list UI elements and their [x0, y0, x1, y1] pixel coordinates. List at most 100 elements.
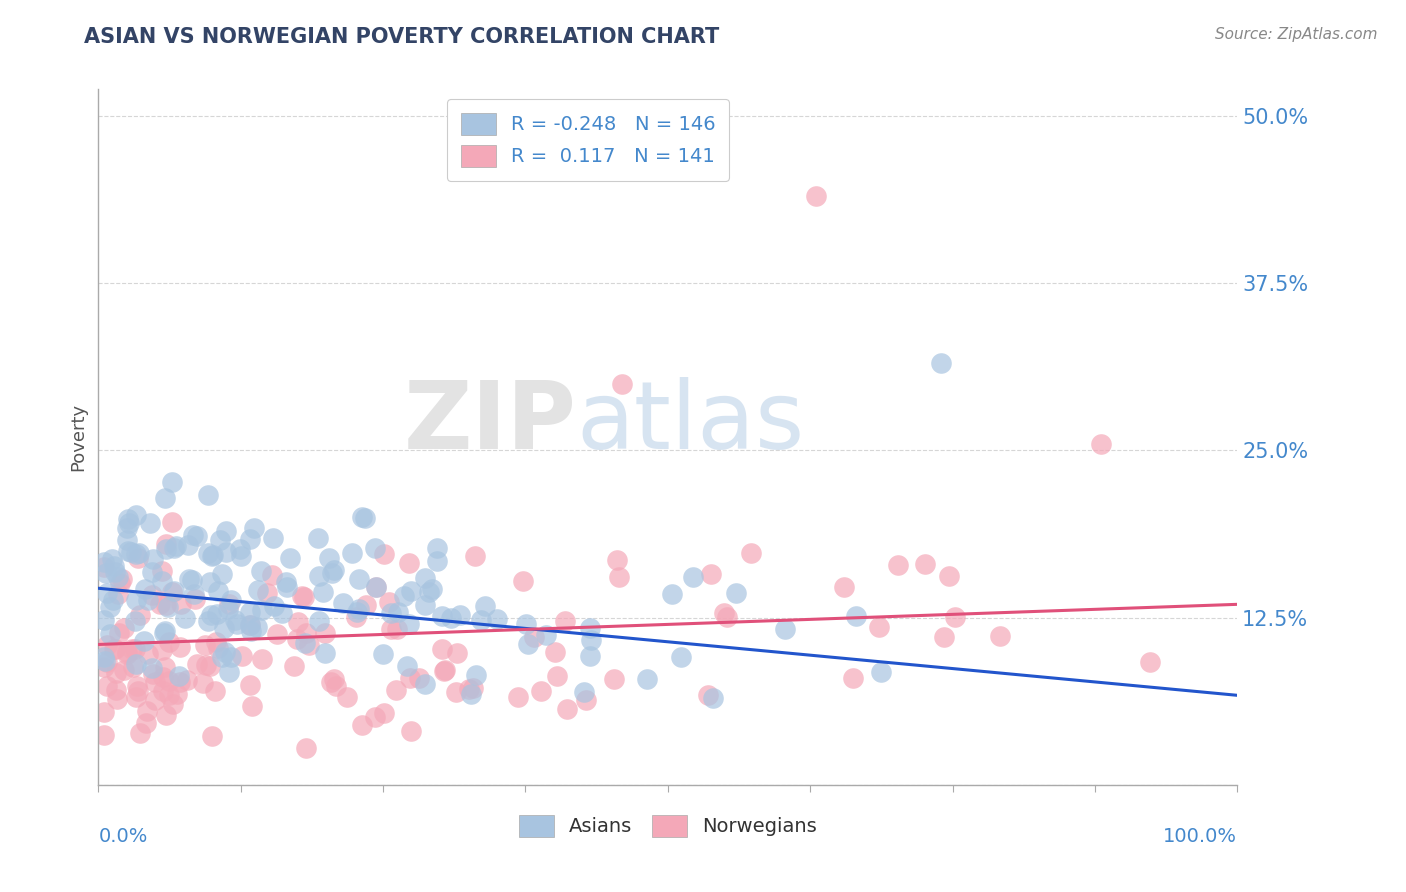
Point: [239, 533, 262, 547]
Point: [314, 646, 336, 660]
Point: [169, 597, 191, 611]
Point: [243, 521, 266, 535]
Point: [94, 566, 117, 580]
Point: [153, 660, 176, 674]
Point: [606, 553, 628, 567]
Point: [169, 640, 191, 654]
Point: [107, 586, 129, 600]
Point: [194, 639, 217, 653]
Point: [740, 546, 762, 560]
Point: [108, 625, 131, 640]
Point: [572, 685, 595, 699]
Point: [117, 647, 139, 661]
Point: [432, 642, 454, 657]
Point: [465, 668, 488, 682]
Point: [157, 635, 180, 649]
Point: [98, 599, 121, 614]
Point: [700, 566, 723, 581]
Point: [508, 690, 530, 705]
Point: [177, 572, 200, 586]
Point: [112, 663, 135, 677]
Point: [534, 628, 557, 642]
Point: [464, 549, 486, 563]
Point: [250, 564, 273, 578]
Point: [425, 554, 447, 568]
Point: [240, 699, 263, 714]
Point: [433, 664, 456, 678]
Point: [115, 521, 138, 535]
Point: [155, 598, 177, 612]
Point: [377, 595, 399, 609]
Point: [136, 593, 159, 607]
Point: [636, 673, 658, 687]
Point: [149, 597, 172, 611]
Point: [440, 611, 463, 625]
Point: [260, 567, 283, 582]
Point: [434, 663, 457, 677]
Point: [183, 587, 205, 601]
Point: [167, 668, 190, 682]
Point: [555, 702, 578, 716]
Point: [93, 556, 115, 570]
Text: ASIAN VS NORWEGIAN POVERTY CORRELATION CHART: ASIAN VS NORWEGIAN POVERTY CORRELATION C…: [84, 27, 720, 46]
Point: [612, 376, 634, 391]
Point: [141, 661, 163, 675]
Point: [308, 568, 330, 582]
Point: [117, 516, 139, 531]
Point: [380, 622, 402, 636]
Point: [1139, 655, 1161, 669]
Point: [125, 592, 148, 607]
Point: [399, 723, 422, 738]
Point: [266, 627, 288, 641]
Point: [294, 636, 316, 650]
Point: [198, 574, 221, 589]
Point: [276, 580, 298, 594]
Point: [200, 608, 222, 623]
Point: [141, 565, 163, 579]
Point: [162, 698, 184, 712]
Point: [308, 614, 330, 628]
Point: [322, 673, 344, 687]
Point: [364, 710, 387, 724]
Point: [486, 612, 509, 626]
Point: [603, 673, 626, 687]
Point: [250, 603, 273, 617]
Point: [176, 673, 198, 687]
Point: [515, 617, 537, 632]
Point: [460, 687, 482, 701]
Point: [546, 669, 568, 683]
Point: [169, 674, 191, 689]
Point: [157, 600, 180, 615]
Point: [347, 602, 370, 616]
Point: [325, 679, 347, 693]
Point: [124, 615, 146, 629]
Point: [842, 671, 865, 685]
Point: [398, 557, 420, 571]
Point: [127, 683, 149, 698]
Point: [157, 674, 180, 689]
Point: [103, 642, 125, 657]
Point: [96, 679, 118, 693]
Point: [399, 583, 422, 598]
Point: [385, 683, 408, 698]
Point: [364, 580, 387, 594]
Point: [271, 606, 294, 620]
Point: [160, 515, 183, 529]
Point: [155, 537, 177, 551]
Point: [104, 682, 127, 697]
Point: [184, 592, 207, 607]
Point: [141, 667, 163, 681]
Point: [278, 550, 301, 565]
Point: [127, 550, 149, 565]
Point: [204, 683, 226, 698]
Point: [354, 598, 377, 612]
Point: [932, 631, 955, 645]
Text: Source: ZipAtlas.com: Source: ZipAtlas.com: [1215, 27, 1378, 42]
Point: [449, 608, 471, 623]
Point: [93, 659, 115, 673]
Point: [474, 599, 496, 614]
Y-axis label: Poverty: Poverty: [69, 403, 87, 471]
Point: [163, 541, 186, 555]
Point: [93, 705, 115, 719]
Point: [152, 683, 174, 698]
